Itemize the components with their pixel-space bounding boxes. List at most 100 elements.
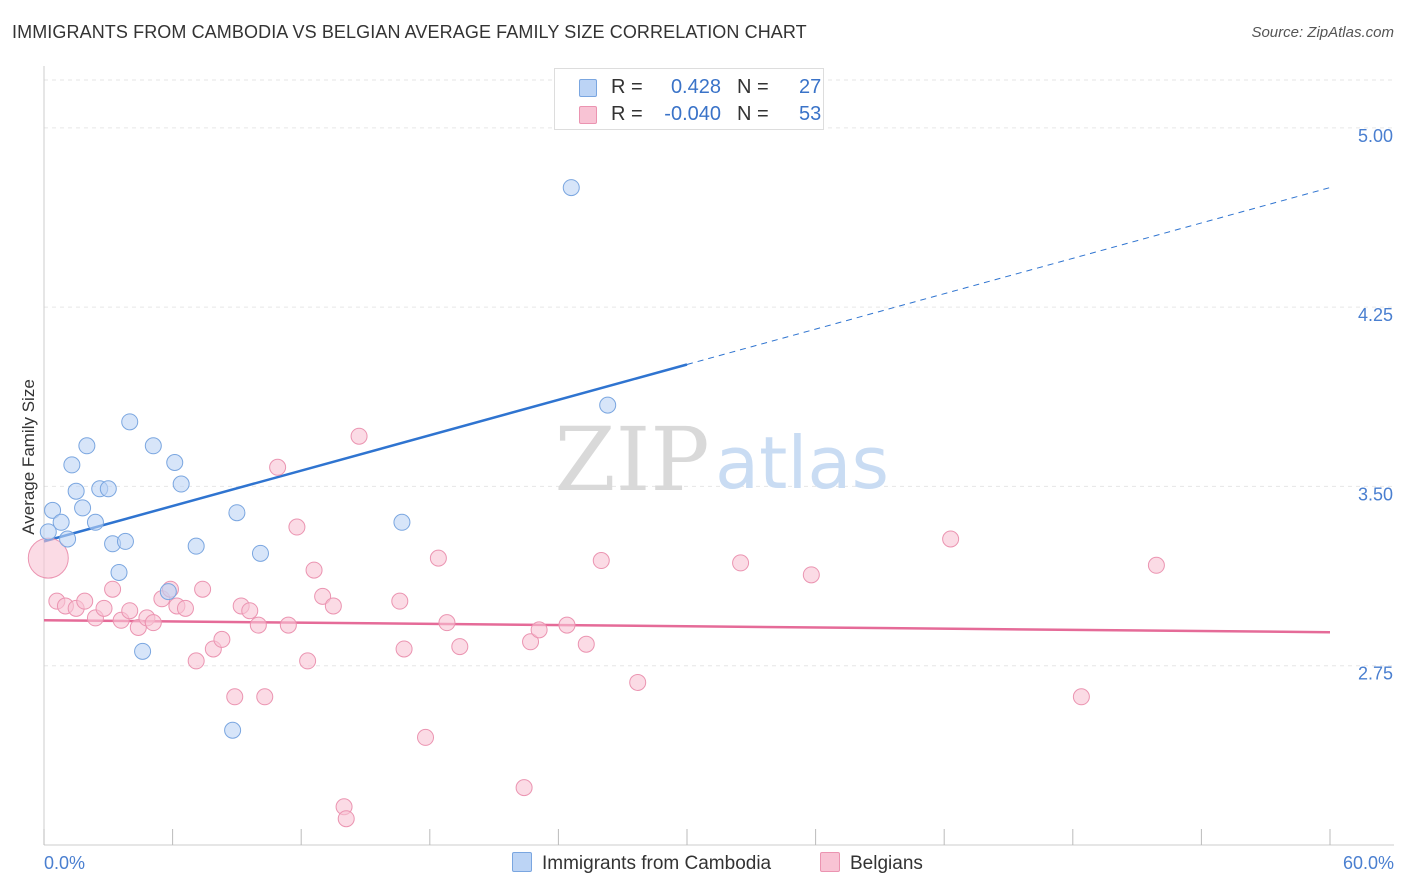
legend-n-value: 27: [799, 76, 822, 98]
watermark-atlas: atlas: [715, 421, 889, 505]
grid-lines: [44, 79, 1394, 667]
cambodia-point: [562, 179, 580, 197]
legend-swatch-cambodia: [579, 79, 597, 97]
belgian-point: [104, 580, 122, 598]
belgian-point: [438, 614, 456, 632]
legend-r-value: -0.040: [664, 103, 721, 125]
cambodia-point: [63, 456, 81, 474]
belgian-point: [337, 810, 355, 828]
watermark-zip: ZIP: [554, 408, 709, 511]
x-tick-label-max: 60.0%: [1343, 853, 1394, 873]
cambodia-point: [166, 454, 184, 471]
cambodia-point: [134, 642, 152, 660]
belgian-point: [176, 599, 194, 617]
belgian-point: [144, 614, 162, 632]
belgian-point: [121, 602, 139, 620]
belgian-point: [241, 602, 259, 620]
chart-title: IMMIGRANTS FROM CAMBODIA VS BELGIAN AVER…: [12, 22, 807, 42]
belgian-point: [1147, 556, 1165, 574]
belgian-point: [629, 673, 647, 691]
belgian-point: [350, 427, 368, 445]
bottom-legend-label-cambodia: Immigrants from Cambodia: [542, 853, 772, 874]
belgian-point: [76, 592, 94, 610]
cambodia-point: [67, 482, 85, 500]
cambodia-point: [121, 413, 139, 431]
y-tick-label: 5.00: [1358, 126, 1393, 146]
y-tick-label: 2.75: [1358, 664, 1393, 684]
belgian-point: [395, 640, 413, 658]
cambodia-point: [251, 544, 269, 562]
legend-r-label: R =: [611, 103, 643, 125]
legend-n-value: 53: [799, 103, 822, 125]
legend-swatch-belgians: [579, 106, 597, 124]
cambodia-point: [144, 437, 162, 455]
belgian-point: [249, 616, 267, 634]
cambodia-trend-extension: [686, 187, 1331, 365]
cambodia-point: [224, 721, 242, 739]
legend-r-label: R =: [611, 76, 643, 98]
belgian-point: [558, 616, 576, 634]
cambodia-point: [99, 480, 117, 498]
belgian-point: [299, 652, 317, 670]
belgian-point: [213, 630, 231, 648]
cambodia-point: [78, 437, 96, 455]
belgian-point: [732, 554, 750, 572]
cambodia-point: [39, 523, 57, 541]
belgian-point: [1072, 688, 1090, 706]
belgian-point: [417, 728, 435, 746]
stats-legend: R = 0.428 N = 27 R = -0.040 N = 53: [554, 68, 824, 130]
belgian-point: [522, 633, 540, 651]
belgian-points: [27, 427, 1165, 828]
cambodia-point: [110, 563, 128, 581]
legend-n-label: N =: [737, 103, 769, 125]
belgian-point: [279, 616, 297, 634]
bottom-legend-label-belgians: Belgians: [850, 853, 923, 874]
cambodia-point: [172, 475, 190, 493]
belgian-point: [802, 566, 820, 584]
belgian-point: [451, 638, 469, 656]
y-tick-label: 4.25: [1358, 305, 1393, 325]
belgian-point: [530, 621, 548, 639]
bottom-legend-swatch-belgians: [820, 852, 840, 872]
cambodia-point: [599, 396, 617, 414]
belgian-point: [194, 580, 212, 598]
belgian-point: [592, 552, 610, 570]
belgian-point: [256, 688, 274, 706]
belgian-point: [391, 592, 409, 610]
belgian-trend-line: [43, 619, 1331, 634]
belgian-point: [942, 530, 960, 548]
belgian-point: [515, 779, 533, 797]
cambodia-point: [44, 501, 62, 519]
cambodia-point: [116, 532, 134, 550]
belgian-point: [429, 549, 447, 567]
belgian-point: [288, 518, 306, 536]
x-tick-label-min: 0.0%: [44, 853, 85, 873]
legend-r-value: 0.428: [670, 76, 721, 98]
cambodia-point: [52, 513, 70, 531]
y-tick-labels: 2.75 3.50 4.25 5.00: [1358, 126, 1393, 684]
bottom-legend-cambodia[interactable]: Immigrants from Cambodia: [512, 852, 771, 875]
belgian-point: [95, 599, 113, 617]
cambodia-point: [187, 537, 205, 555]
belgian-point: [314, 587, 332, 605]
legend-n-label: N =: [737, 76, 769, 98]
y-tick-label: 3.50: [1358, 484, 1393, 504]
bottom-legend-belgians[interactable]: Belgians: [820, 852, 923, 875]
cambodia-points: [39, 179, 617, 739]
belgian-point: [324, 597, 342, 615]
y-axis-label: Average Family Size: [19, 379, 38, 535]
cambodia-point: [86, 513, 104, 531]
axes: [43, 66, 1394, 846]
cambodia-point: [59, 530, 77, 548]
belgian-point: [305, 561, 323, 579]
cambodia-trend-line: [43, 363, 688, 543]
source-label: Source: ZipAtlas.com: [1251, 24, 1394, 41]
belgian-point: [269, 458, 287, 476]
belgian-point: [187, 652, 205, 670]
belgian-point: [226, 688, 244, 706]
belgian-point: [577, 635, 595, 653]
cambodia-point: [393, 513, 411, 531]
cambodia-point: [228, 504, 246, 522]
cambodia-point: [159, 583, 177, 601]
